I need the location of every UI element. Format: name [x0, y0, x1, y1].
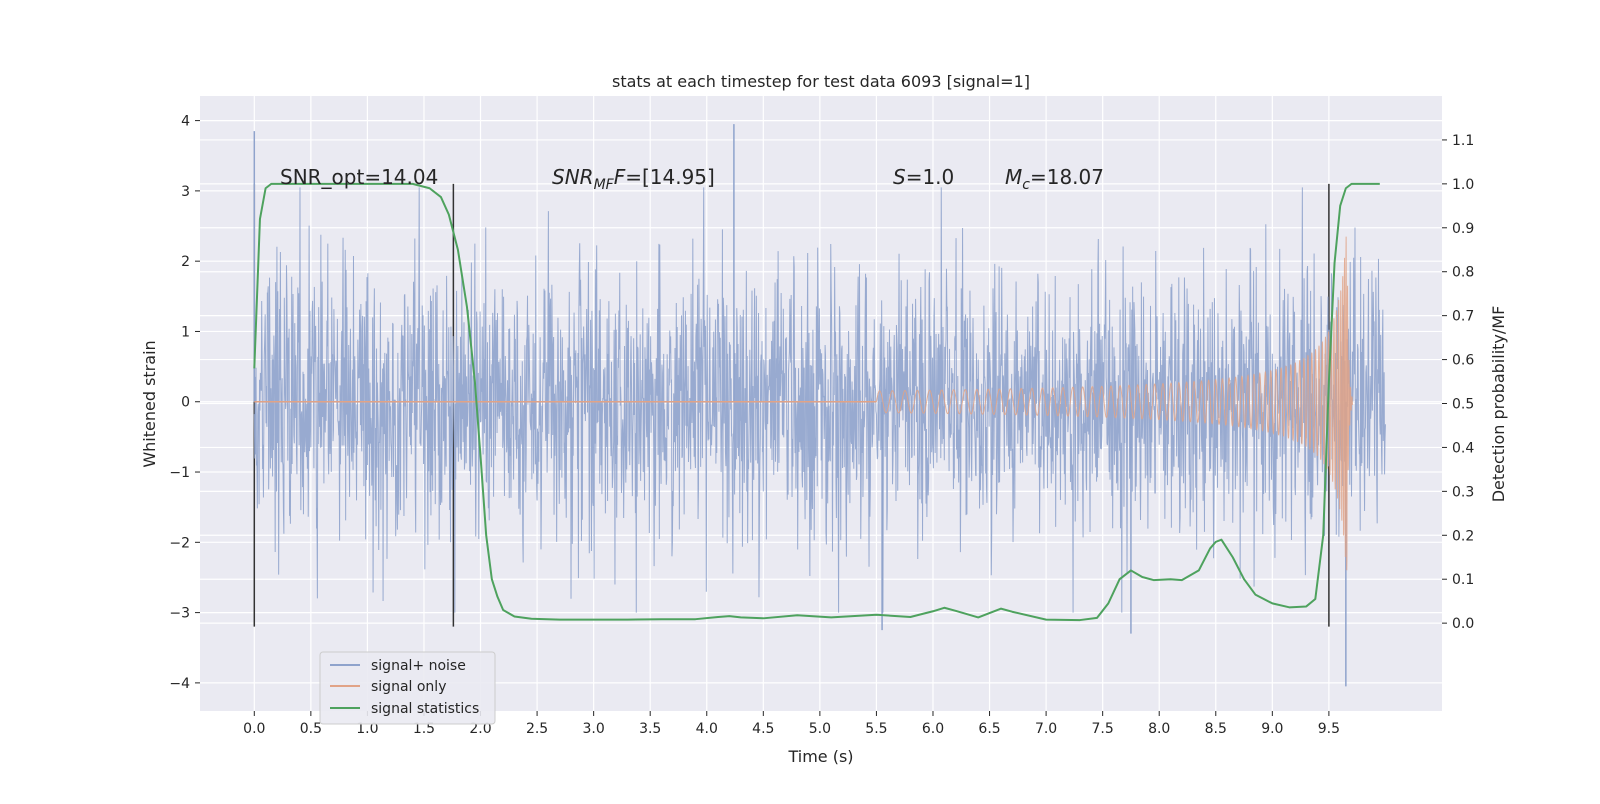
x-axis-ticks: 0.0 0.5 1.0 1.5 2.0 2.5 3.0 3.5 4.0 4.5 5.0 5.5 6.0 6… [243, 711, 1340, 737]
x-tick-label: 7.0 [1035, 721, 1057, 737]
x-tick-label: 2.0 [469, 721, 491, 737]
y-axis-label: Whitened strain [140, 340, 159, 467]
y-tick-label: 3 [181, 184, 190, 200]
x-tick-label: 3.0 [583, 721, 605, 737]
y-right-tick-label: 0.7 [1452, 309, 1474, 325]
y-right-axis-ticks: 1.1 1.0 0.9 0.8 0.7 0.6 0.5 0.4 0.3 0.2 0.1 0.0 [1442, 133, 1474, 632]
noise-trace [253, 187, 1386, 613]
y-tick-label: −3 [169, 606, 190, 622]
y-right-tick-label: 0.3 [1452, 484, 1474, 500]
signal-statistics-series [253, 182, 1380, 622]
y-axis-ticks: 4 3 2 1 0 −1 −2 −3 −4 [169, 114, 200, 692]
y-right-tick-label: 0.4 [1452, 440, 1474, 456]
y-right-tick-label: 0.1 [1452, 572, 1474, 588]
x-tick-label: 5.0 [809, 721, 831, 737]
x-tick-label: 1.0 [356, 721, 378, 737]
x-tick-label: 6.0 [922, 721, 944, 737]
x-tick-label: 5.5 [865, 721, 887, 737]
y-right-tick-label: 0.0 [1452, 616, 1474, 632]
chart-title: stats at each timestep for test data 609… [612, 72, 1030, 91]
y-tick-label: 0 [181, 395, 190, 411]
y-right-tick-label: 0.9 [1452, 221, 1474, 237]
legend-box [319, 651, 496, 725]
y-right-tick-label: 0.5 [1452, 397, 1474, 413]
snr-mf-annotation: SNRMFF=[14.95] [552, 165, 715, 193]
x-tick-label: 8.5 [1205, 721, 1227, 737]
x-tick-label: 7.5 [1092, 721, 1114, 737]
legend-label-signal: signal only [371, 679, 446, 695]
statistics-line [253, 182, 1380, 622]
x-tick-label: 9.0 [1261, 721, 1283, 737]
annotations: SNR_opt=14.04 SNRMFF=[14.95] S=1.0 Mc=18… [280, 165, 1104, 193]
signal-only-series [254, 236, 1354, 571]
y-right-tick-label: 1.0 [1452, 177, 1474, 193]
snr-opt-annotation: SNR_opt=14.04 [280, 165, 438, 189]
y-right-tick-label: 0.8 [1452, 265, 1474, 281]
x-tick-label: 0.5 [300, 721, 322, 737]
y-tick-label: −4 [169, 676, 190, 692]
y-tick-label: 4 [181, 114, 190, 130]
legend: signal+ noise signal only signal statist… [319, 651, 496, 725]
x-tick-label: 1.5 [413, 721, 435, 737]
x-tick-label: 2.5 [526, 721, 548, 737]
signal-trace [875, 236, 1354, 571]
y-tick-label: 2 [181, 254, 190, 270]
y-tick-label: −1 [169, 465, 190, 481]
mc-annotation: Mc=18.07 [1005, 165, 1104, 193]
x-tick-label: 4.0 [696, 721, 718, 737]
y-right-axis-label: Detection probability/MF [1489, 306, 1508, 503]
x-tick-label: 3.5 [639, 721, 661, 737]
x-tick-label: 6.5 [978, 721, 1000, 737]
x-tick-label: 4.5 [752, 721, 774, 737]
legend-label-stats: signal statistics [371, 701, 479, 717]
y-right-tick-label: 0.2 [1452, 528, 1474, 544]
x-axis-label: Time (s) [787, 747, 853, 766]
x-tick-label: 8.0 [1148, 721, 1170, 737]
y-tick-label: −2 [169, 535, 190, 551]
y-right-tick-label: 1.1 [1452, 133, 1474, 149]
x-tick-label: 9.5 [1318, 721, 1340, 737]
y-right-tick-label: 0.6 [1452, 353, 1474, 369]
s-annotation: S=1.0 [893, 165, 954, 189]
legend-label-noise: signal+ noise [371, 658, 466, 674]
y-tick-label: 1 [181, 324, 190, 340]
x-tick-label: 0.0 [243, 721, 265, 737]
